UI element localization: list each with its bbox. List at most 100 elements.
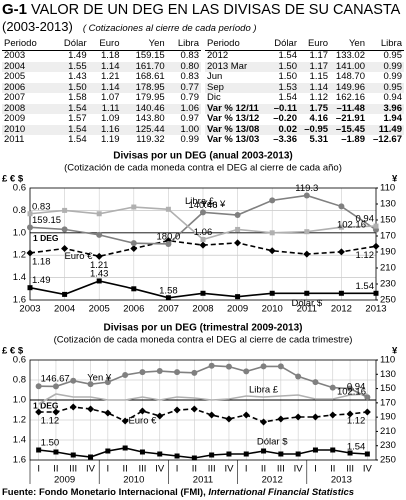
marker xyxy=(347,450,353,456)
marker xyxy=(156,368,163,375)
plot-frame xyxy=(29,359,377,461)
row: Periodo Dólar Euro Yen Libra xyxy=(205,38,404,51)
cell: 1.17 xyxy=(298,61,331,72)
row: 2009 1.57 1.09 143.80 0.97 xyxy=(2,113,201,125)
value-label: 1.12 xyxy=(41,416,60,427)
table-right: Periodo Dólar Euro Yen Libra 2012 1.54 1.17 133.… xyxy=(205,38,404,146)
marker xyxy=(338,203,345,210)
series-name: Yen ¥ xyxy=(87,373,112,384)
cell: 161.70 xyxy=(121,61,167,72)
x-tick-label: 2009 xyxy=(227,304,248,315)
marker xyxy=(329,384,336,391)
marker xyxy=(364,451,370,457)
y-tick-label: 1.2 xyxy=(13,415,26,426)
y2-tick-label: 230 xyxy=(380,279,396,290)
marker xyxy=(243,368,250,375)
cell: 1.15 xyxy=(309,71,329,82)
cell: 140.46 xyxy=(121,103,167,114)
marker xyxy=(138,407,146,415)
series-name: Dólar $ xyxy=(291,298,322,309)
marker xyxy=(173,406,181,414)
series-name: Dólar $ xyxy=(257,437,288,448)
cell: 0.83 xyxy=(180,71,200,82)
cell: 2013 Mar xyxy=(205,61,268,72)
cell: 179.95 xyxy=(135,92,165,103)
cell: 1.54 xyxy=(68,134,87,145)
x-group-label: 2011 xyxy=(193,475,213,486)
x-tick-label: 2007 xyxy=(158,304,179,315)
marker xyxy=(35,408,43,416)
row: 2007 1.58 1.07 179.95 0.79 xyxy=(2,92,201,104)
marker xyxy=(105,448,111,454)
x-tick-label: III xyxy=(277,464,285,475)
marker xyxy=(61,244,69,252)
marker xyxy=(27,211,33,217)
cell: 1.55 xyxy=(52,61,89,72)
x-tick-label: 2013 xyxy=(365,304,386,315)
marker xyxy=(268,247,276,255)
marker xyxy=(303,192,310,199)
cell: Libra xyxy=(166,38,201,51)
marker xyxy=(269,290,275,296)
marker xyxy=(304,290,310,296)
marker xyxy=(294,413,302,421)
y-tick-label: 1.0 xyxy=(13,227,26,238)
value-label: 1.50 xyxy=(41,438,60,449)
marker xyxy=(347,385,354,392)
y2-tick-label: 190 xyxy=(380,247,396,258)
marker xyxy=(234,212,241,219)
y-tick-label: 1.4 xyxy=(13,272,26,283)
cell: Dólar xyxy=(52,38,89,51)
chart-title: Divisas por un DEG (trimestral 2009-2013… xyxy=(104,323,303,334)
cell: 1.09 xyxy=(101,113,120,124)
header-title: G-1 VALOR DE UN DEG EN LAS DIVISAS DE SU… xyxy=(2,1,400,18)
marker xyxy=(295,451,301,457)
y-tick-label: 0.6 xyxy=(13,355,26,366)
series-line xyxy=(38,393,368,405)
marker xyxy=(242,411,250,419)
marker xyxy=(190,405,198,413)
marker xyxy=(52,383,59,390)
x-tick-label: IV xyxy=(155,464,165,475)
cell: 2012 xyxy=(207,50,229,61)
marker xyxy=(243,451,249,457)
cell: 2011 xyxy=(4,134,25,145)
marker xyxy=(52,408,60,416)
x-tick-label: 2006 xyxy=(123,304,144,315)
y-tick-label: 0.8 xyxy=(13,205,26,216)
cell: Dic xyxy=(207,92,221,103)
row: Sep 1.53 1.14 149.96 0.95 xyxy=(205,82,404,93)
marker xyxy=(174,369,181,376)
cell: 148.70 xyxy=(335,71,365,82)
cell: 1.49 xyxy=(68,50,87,61)
x-tick-label: 2012 xyxy=(331,304,352,315)
value-label: 180.0 xyxy=(157,231,181,242)
marker xyxy=(131,204,137,210)
cell: 162.16 xyxy=(335,92,365,103)
row: 2004 1.55 1.14 161.70 0.80 xyxy=(2,61,201,72)
cell: 1.50 xyxy=(267,61,299,72)
marker xyxy=(337,248,345,256)
cell: –21.91 xyxy=(335,113,365,124)
x-tick-label: II xyxy=(192,464,197,475)
marker xyxy=(373,223,379,229)
x-tick-label: 2008 xyxy=(192,304,213,315)
marker xyxy=(104,409,112,417)
cell: –1.89 xyxy=(341,134,365,145)
cell: 0.02 xyxy=(267,124,299,135)
cell: Var % 13/08 xyxy=(205,124,268,135)
row: Var % 12/11 –0.11 1.75 –11.48 3.96 xyxy=(205,103,404,114)
marker xyxy=(139,449,145,455)
cell: Euro xyxy=(298,38,331,51)
marker xyxy=(165,240,172,247)
y2-tick-label: 190 xyxy=(380,412,396,423)
series-name: Euro € xyxy=(128,416,157,427)
cell: 0.80 xyxy=(166,61,201,72)
x-tick-label: IV xyxy=(294,464,304,475)
y2-tick-label: 230 xyxy=(380,440,396,451)
x-tick-label: I xyxy=(245,464,248,475)
value-label: 1.49 xyxy=(32,275,51,286)
cell: –0.95 xyxy=(298,124,331,135)
annotation: 102.16 xyxy=(337,219,366,230)
footer: Fuente: Fondo Monetario Internacional (F… xyxy=(2,487,354,498)
